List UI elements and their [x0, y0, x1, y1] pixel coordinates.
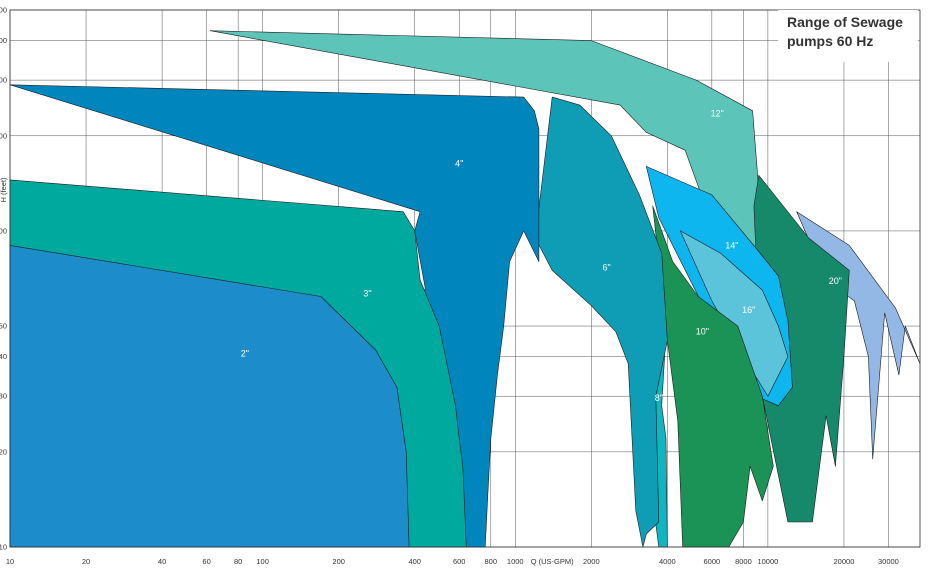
x-tick-label: 200	[332, 557, 345, 566]
x-tick-label: 10000	[757, 557, 778, 566]
region-label-24-inch: 24"	[853, 240, 866, 250]
chart-title: Range of Sewage pumps 60 Hz	[787, 14, 903, 49]
region-label-2-inch: 2"	[241, 349, 249, 359]
region-label-6-inch: 6"	[603, 262, 611, 272]
region-label-10-inch: 10"	[696, 327, 709, 337]
x-tick-label: 80	[234, 557, 242, 566]
y-tick-label: 40	[0, 352, 7, 361]
region-4-inch	[9, 84, 540, 548]
x-tick-label: 800	[485, 557, 498, 566]
x-tick-label: 1000	[507, 557, 524, 566]
region-labels: 12" 24" 20" 14" 16" 10" 8" 6" 4" 3" 2"	[241, 109, 866, 403]
region-label-14-inch: 14"	[725, 240, 738, 250]
x-tick-label: 4000	[659, 557, 676, 566]
y-tick-label: 200	[0, 131, 7, 140]
x-tick-label: 30000	[878, 557, 899, 566]
x-tick-labels: 10 20 40 60 80 100 200 400 600 800 1000 2000 4000 600…	[6, 557, 899, 566]
x-tick-label: 20000	[834, 557, 855, 566]
y-tick-label: 300	[0, 76, 7, 85]
y-tick-label: 30	[0, 392, 7, 401]
x-tick-label: 10	[6, 557, 14, 566]
y-tick-label: 400	[0, 36, 7, 45]
y-tick-label: 100	[0, 226, 7, 235]
x-axis-label: Q (US-GPM)	[531, 557, 574, 566]
region-10-inch	[652, 205, 774, 548]
x-tick-label: 2000	[583, 557, 600, 566]
pump-regions	[9, 30, 921, 548]
axes	[9, 9, 921, 548]
x-tick-label: 100	[256, 557, 269, 566]
title-box	[778, 10, 918, 62]
x-tick-label: 600	[453, 557, 466, 566]
x-tick-label: 6000	[704, 557, 721, 566]
y-tick-labels: 10 20 30 40 50 100 200 300 400 500	[0, 6, 7, 552]
y-tick-label: 20	[0, 447, 7, 456]
region-label-16-inch: 16"	[742, 305, 755, 315]
y-axis-label: H (feet)	[0, 177, 8, 203]
region-label-4-inch: 4"	[455, 158, 463, 168]
x-tick-label: 20	[82, 557, 90, 566]
x-tick-label: 60	[202, 557, 210, 566]
region-label-8-inch: 8"	[655, 393, 663, 403]
x-tick-label: 8000	[735, 557, 752, 566]
region-label-12-inch: 12"	[711, 109, 724, 119]
y-tick-label: 50	[0, 322, 7, 331]
region-label-20-inch: 20"	[829, 276, 842, 286]
plot-frame	[9, 9, 921, 548]
region-6-inch	[534, 96, 668, 548]
y-tick-label: 10	[0, 543, 7, 552]
y-tick-label: 500	[0, 6, 7, 15]
x-tick-label: 400	[408, 557, 421, 566]
x-tick-label: 40	[158, 557, 166, 566]
region-label-3-inch: 3"	[363, 289, 371, 299]
